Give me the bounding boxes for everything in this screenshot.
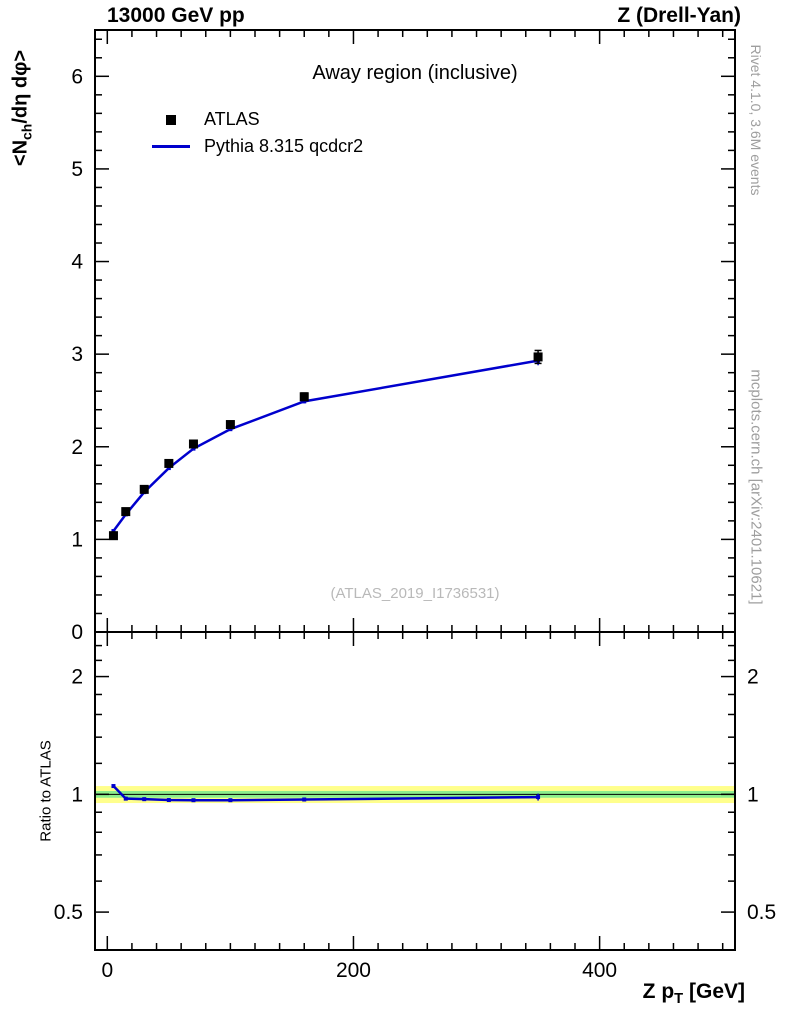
process-label: Z (Drell-Yan)	[617, 4, 741, 27]
pythia-marker	[302, 399, 307, 404]
y-axis-label-ratio: Ratio to ATLAS	[37, 740, 55, 842]
legend-label-pythia: Pythia 8.315 qcdcr2	[204, 136, 364, 156]
tick-label: 4	[71, 251, 83, 274]
ratio-marker	[302, 797, 307, 802]
xlabel-pre: Z p	[642, 980, 675, 1003]
plot-title: Away region (inclusive)	[312, 62, 518, 84]
legend-swatch	[148, 145, 194, 148]
main-series	[108, 349, 543, 541]
tick-label: 2	[71, 436, 83, 459]
analysis-id-watermark: (ATLAS_2019_I1736531)	[330, 585, 500, 602]
atlas-marker	[164, 458, 174, 468]
pythia-marker	[228, 427, 233, 432]
xlabel-post: [GeV]	[683, 980, 745, 1003]
ratio-marker	[142, 797, 147, 802]
mcplots-credit-label: mcplots.cern.ch [arXiv:2401.10621]	[747, 369, 765, 605]
ratio-marker	[228, 798, 233, 803]
tick-label: 6	[71, 65, 83, 88]
ratio-marker	[536, 795, 541, 800]
tick-label: 2	[747, 666, 759, 689]
square-marker-icon	[166, 114, 176, 125]
ylabel-post: /dη dφ>	[9, 49, 32, 124]
pythia-marker	[111, 529, 116, 534]
ratio-panel-frame	[94, 631, 736, 951]
rivet-version-label: Rivet 4.1.0, 3.6M events	[748, 44, 764, 196]
tick-labels: 0 1 2 3 4 5 6 0 200 400 0.5 0.5 1 1 2 2	[54, 65, 776, 982]
tick-label: 1	[71, 528, 83, 551]
tick-label: 5	[71, 158, 83, 181]
line-marker-icon	[152, 145, 190, 148]
ratio-marker	[166, 798, 171, 803]
tick-label: 0.5	[747, 901, 776, 924]
atlas-marker	[139, 484, 149, 494]
beam-energy-label: 13000 GeV pp	[107, 4, 245, 27]
tick-label: 1	[747, 783, 759, 806]
ratio-marker	[123, 796, 128, 801]
legend-label-atlas: ATLAS	[204, 109, 260, 129]
tick-label: 0.5	[54, 901, 83, 924]
ratio-marker	[111, 784, 116, 789]
ratio-marker	[191, 798, 196, 803]
atlas-marker	[225, 420, 235, 430]
tick-label: 0	[71, 621, 83, 644]
legend-item-atlas: ATLAS	[148, 106, 363, 133]
ylabel-sub: ch	[18, 123, 35, 140]
atlas-marker	[108, 531, 118, 541]
tick-label: 400	[582, 959, 617, 982]
atlas-marker	[299, 392, 309, 402]
ylabel-pre: <N	[9, 139, 32, 167]
ratio-line	[112, 785, 539, 802]
tick-label: 0	[101, 959, 113, 982]
pythia-marker	[191, 446, 196, 451]
legend-swatch	[148, 114, 194, 125]
tick-label: 200	[336, 959, 371, 982]
legend: ATLAS Pythia 8.315 qcdcr2	[148, 106, 363, 160]
ratio-series	[111, 784, 541, 803]
x-axis-label: Z pT [GeV]	[643, 980, 745, 1007]
tick-label: 1	[71, 783, 83, 806]
atlas-marker	[188, 439, 198, 449]
xlabel-sub: T	[674, 991, 684, 1008]
y-axis-label-main: <Nch/dη dφ>	[10, 50, 35, 166]
legend-item-pythia: Pythia 8.315 qcdcr2	[148, 133, 363, 160]
axis-ticks	[95, 30, 735, 950]
tick-label: 2	[71, 666, 83, 689]
tick-label: 3	[71, 343, 83, 366]
pythia-line	[112, 359, 539, 532]
panel-frames	[94, 29, 736, 951]
atlas-marker	[533, 352, 543, 362]
pythia-marker	[166, 466, 171, 471]
atlas-marker	[121, 507, 131, 517]
